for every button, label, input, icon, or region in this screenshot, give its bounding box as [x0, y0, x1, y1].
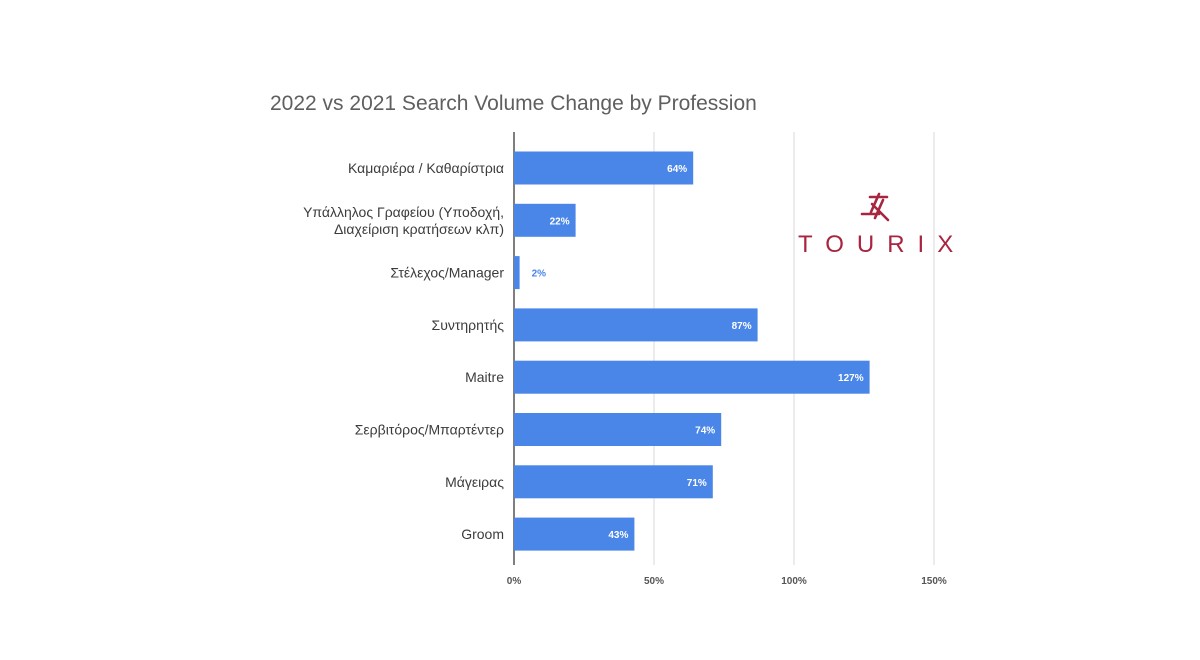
- x-tick-label: 150%: [921, 576, 947, 587]
- data-label: 74%: [695, 426, 715, 437]
- category-label: Διαχείριση κρατήσεων κλπ): [334, 221, 504, 237]
- data-label: 64%: [667, 164, 687, 175]
- data-label: 22%: [550, 216, 570, 227]
- bar: [514, 465, 713, 499]
- tourix-logo: TOURIX: [798, 192, 966, 258]
- bar: [514, 256, 520, 290]
- bar: [514, 413, 722, 446]
- category-label: Στέλεχος/Manager: [390, 265, 504, 281]
- category-label: Μάγειρας: [445, 474, 504, 490]
- category-label: Υπάλληλος Γραφείου (Υποδοχή,: [303, 204, 504, 220]
- data-label: 71%: [687, 478, 707, 489]
- data-label: 87%: [732, 321, 752, 332]
- x-tick-label: 50%: [644, 576, 664, 587]
- bar: [514, 308, 758, 342]
- chart-title: 2022 vs 2021 Search Volume Change by Pro…: [270, 92, 757, 115]
- category-label: Συντηρητής: [432, 317, 505, 333]
- category-labels: Καμαριέρα / Καθαρίστρια Υπάλληλος Γραφείο…: [303, 160, 504, 542]
- data-label: 127%: [838, 373, 864, 384]
- category-label: Καμαριέρα / Καθαρίστρια: [348, 160, 504, 176]
- bar: [514, 517, 635, 551]
- bar: [514, 360, 870, 394]
- bars: 64% 22% 2% 87% 127% 74% 71% 43%: [514, 151, 870, 551]
- category-label: Groom: [461, 526, 504, 542]
- category-label: Σερβιτόρος/Μπαρτέντερ: [355, 422, 504, 438]
- bar: [514, 203, 576, 237]
- data-label: 43%: [608, 530, 628, 541]
- logo-text: TOURIX: [798, 231, 966, 258]
- x-axis-ticks: 0% 50% 100% 150%: [507, 576, 947, 587]
- data-label: 2%: [532, 269, 547, 280]
- x-tick-label: 100%: [781, 576, 807, 587]
- tourix-mark-icon: [860, 192, 890, 222]
- bar: [514, 151, 694, 185]
- x-tick-label: 0%: [507, 576, 522, 587]
- category-label: Maitre: [465, 369, 504, 385]
